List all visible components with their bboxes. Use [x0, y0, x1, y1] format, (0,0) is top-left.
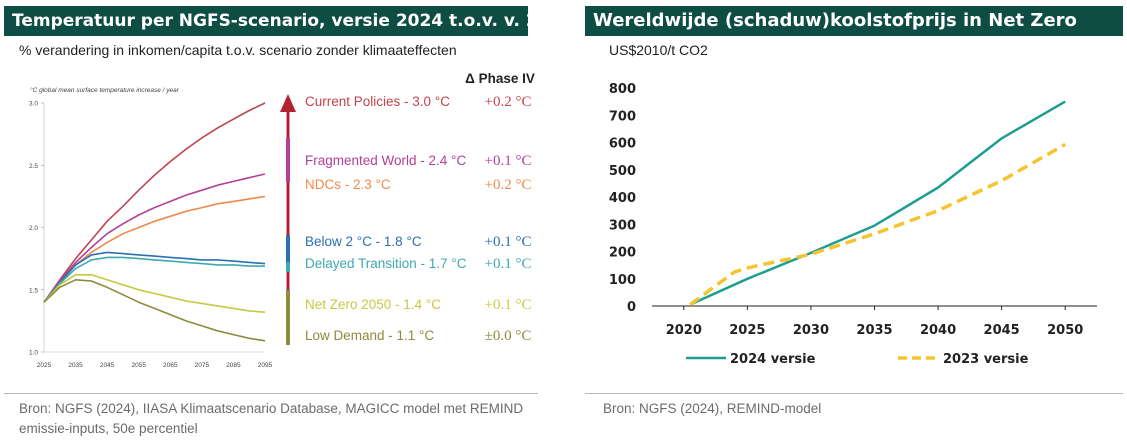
scenario-delta: +0.1 °C: [485, 297, 532, 313]
right-x-tick-label: 2030: [793, 323, 829, 338]
left-series-line: [43, 102, 266, 303]
left-y-tick-label: 3.0: [29, 101, 38, 108]
left-chart-source: Bron: NGFS (2024), IIASA Klimaatscenario…: [19, 401, 524, 436]
left-x-tick-label: 2035: [68, 362, 83, 369]
left-chart-title: Temperatuur per NGFS-scenario, versie 20…: [4, 6, 528, 36]
right-chart-y-unit: US$2010/t CO2: [609, 42, 708, 58]
right-y-tick-label: 400: [609, 191, 636, 206]
right-x-tick-label: 2020: [666, 323, 702, 338]
right-y-tick-label: 600: [609, 137, 636, 152]
left-series-line: [43, 256, 265, 303]
left-series-line: [43, 273, 266, 313]
scenario-label: Below 2 °C - 1.8 °C: [305, 234, 422, 249]
scenario-delta: +0.1 °C: [485, 256, 532, 272]
left-source-divider: [4, 393, 538, 394]
right-x-tick-label: 2035: [856, 323, 892, 338]
right-x-tick-label: 2050: [1047, 323, 1083, 338]
delta-phase-header: Δ Phase IV: [465, 71, 535, 86]
right-x-tick-label: 2045: [984, 323, 1020, 338]
right-series-line: [689, 142, 1067, 307]
left-x-tick-label: 2065: [163, 362, 178, 369]
scenario-label: Low Demand - 1.1 °C: [305, 328, 434, 343]
scenario-delta: +0.1 °C: [485, 153, 532, 169]
right-chart-source: Bron: NGFS (2024), REMIND-model: [603, 401, 822, 416]
temperature-scenario-chart: °C global mean surface temperature incre…: [29, 71, 535, 369]
scenario-label: Net Zero 2050 - 1.4 °C: [305, 297, 441, 312]
left-x-tick-label: 2075: [195, 362, 210, 369]
scenario-label: NDCs - 2.3 °C: [305, 177, 391, 192]
scenario-label: Current Policies - 3.0 °C: [305, 94, 450, 109]
right-chart-title: Wereldwijde (schaduw)koolstofprijs in Ne…: [585, 6, 1123, 36]
right-y-tick-label: 200: [609, 246, 636, 261]
left-series-line: [43, 195, 266, 303]
left-series-line: [43, 278, 266, 342]
right-source-divider: [585, 393, 1123, 394]
scenario-delta: +0.2 °C: [485, 94, 532, 110]
left-series-line: [43, 173, 266, 303]
left-y-tick-label: 2.5: [29, 163, 38, 170]
right-y-tick-label: 500: [609, 164, 636, 179]
legend-label: 2024 versie: [730, 352, 816, 367]
left-x-tick-label: 2025: [37, 362, 52, 369]
right-x-tick-label: 2025: [729, 323, 765, 338]
left-chart-subtitle: % verandering in inkomen/capita t.o.v. s…: [19, 42, 457, 58]
left-x-tick-label: 2095: [258, 362, 273, 369]
left-y-tick-label: 1.0: [29, 350, 38, 357]
right-y-tick-label: 100: [609, 273, 636, 288]
left-y-tick-label: 2.0: [29, 225, 38, 232]
scenario-delta: ±0.0 °C: [485, 328, 532, 344]
scenario-delta: +0.1 °C: [485, 234, 532, 250]
right-y-tick-label: 300: [609, 218, 636, 233]
left-x-tick-label: 2055: [131, 362, 146, 369]
right-y-tick-label: 800: [609, 82, 636, 97]
right-x-tick-label: 2040: [920, 323, 956, 338]
left-y-axis-label: °C global mean surface temperature incre…: [30, 86, 180, 94]
right-y-tick-label: 700: [609, 109, 636, 124]
scenario-delta: +0.2 °C: [485, 177, 532, 193]
scenario-label: Fragmented World - 2.4 °C: [305, 153, 466, 168]
left-x-tick-label: 2045: [100, 362, 115, 369]
scenario-label: Delayed Transition - 1.7 °C: [305, 256, 467, 271]
right-y-tick-label: 0: [627, 300, 636, 315]
left-series-line: [43, 251, 266, 303]
temperature-scale-arrowhead: [280, 94, 296, 112]
legend-label: 2023 versie: [943, 352, 1029, 367]
right-series-line: [689, 100, 1066, 306]
left-x-tick-label: 2085: [226, 362, 241, 369]
carbon-price-chart: 0 100 200 300 400 500 600 700 800 2020 2025 2030 203…: [609, 82, 1097, 367]
left-y-tick-label: 1.5: [29, 287, 38, 294]
